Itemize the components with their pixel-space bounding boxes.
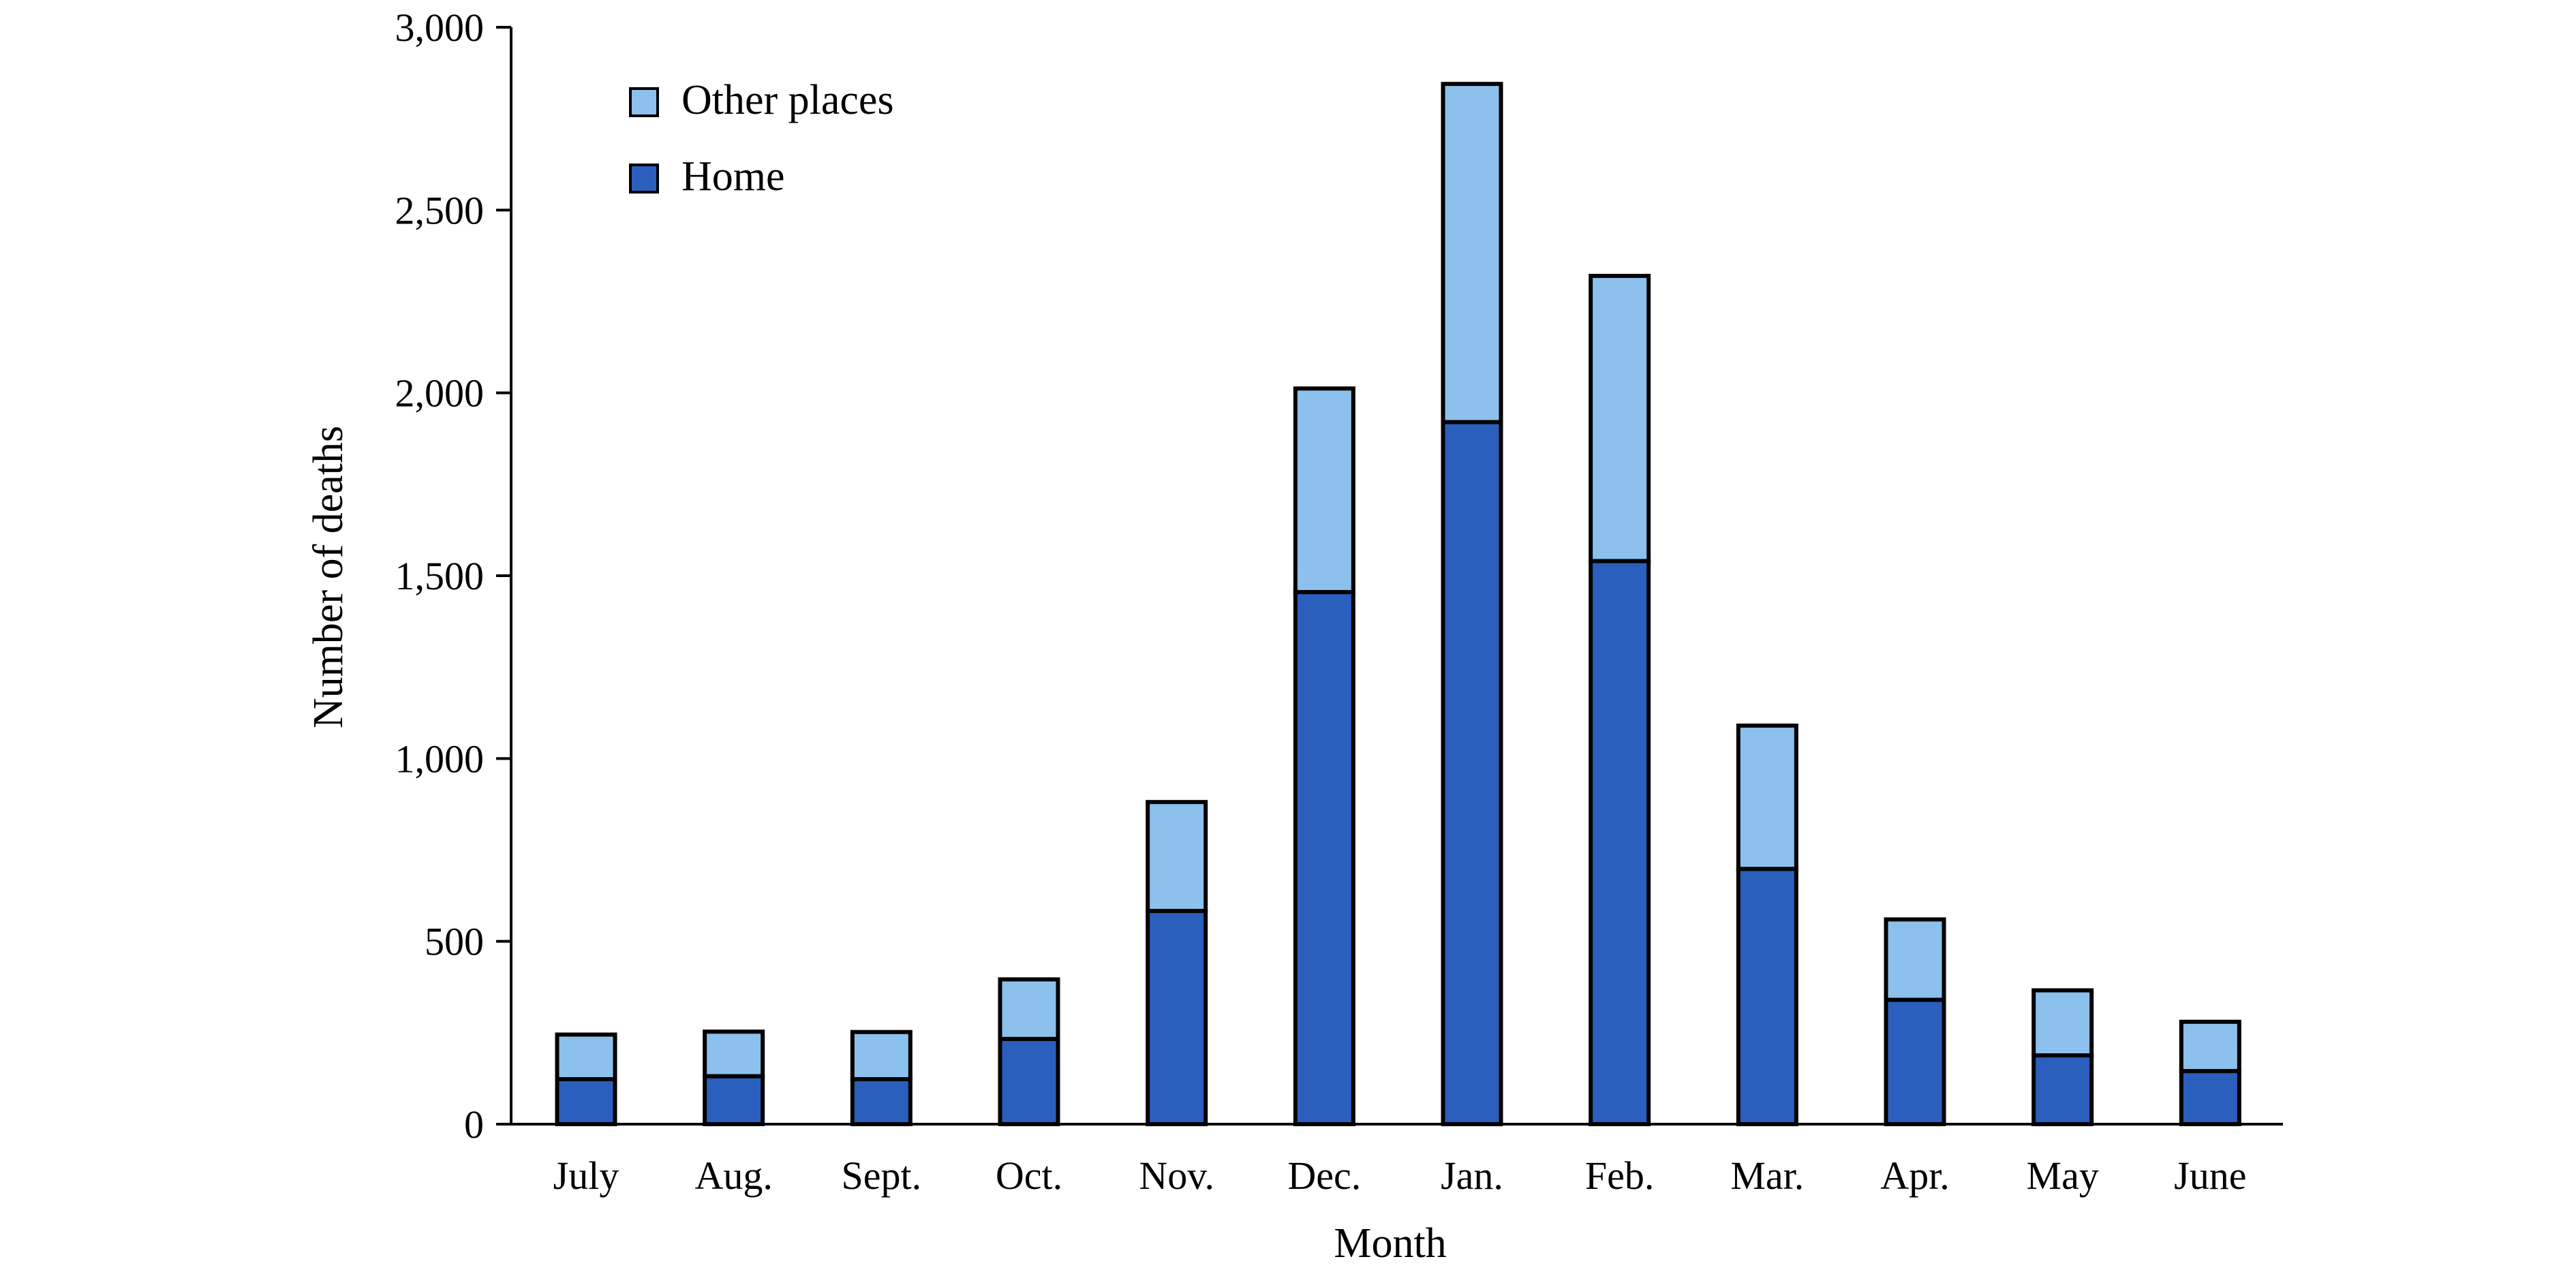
x-axis-title: Month <box>1334 1220 1446 1267</box>
bar-home <box>1293 590 1355 1126</box>
bar-other-places <box>2179 1019 2241 1074</box>
y-tick-label: 1,500 <box>395 554 485 598</box>
bar-other-places <box>2031 988 2094 1058</box>
x-tick-label: Dec. <box>1287 1153 1361 1198</box>
x-tick-label: Sept. <box>842 1153 922 1198</box>
legend-swatch <box>629 87 659 117</box>
bar-other-places <box>1146 800 1208 914</box>
y-axis-title: Number of deaths <box>305 426 352 728</box>
x-tick-label: Aug. <box>694 1153 772 1198</box>
y-tick-label: 0 <box>464 1102 484 1147</box>
y-tick-label: 1,000 <box>395 736 485 781</box>
x-tick-label: Jan. <box>1441 1153 1503 1198</box>
bar-other-places <box>1736 724 1798 871</box>
bar-other-places <box>703 1029 765 1079</box>
bar-home <box>2031 1053 2094 1127</box>
bar-home <box>2179 1069 2241 1127</box>
y-tick-label: 2,500 <box>395 188 485 232</box>
x-tick-label: Feb. <box>1585 1153 1655 1198</box>
x-tick-label: July <box>553 1153 619 1198</box>
bar-other-places <box>1293 386 1355 595</box>
bar-home <box>1146 909 1208 1126</box>
y-ticks: 0 500 1,000 1,500 2,000 2,500 3,000 <box>395 5 511 1147</box>
x-tick-label: Oct. <box>996 1153 1062 1198</box>
bar-home <box>703 1074 765 1126</box>
y-tick-label: 2,000 <box>395 371 485 416</box>
bar-other-places <box>555 1032 617 1081</box>
x-tick-label: May <box>2027 1153 2099 1198</box>
legend-label: Other places <box>681 77 894 123</box>
x-tick-label: Apr. <box>1880 1153 1950 1198</box>
x-tick-label: Nov. <box>1139 1153 1214 1198</box>
y-tick-label: 500 <box>425 920 484 964</box>
x-tick-label: June <box>2174 1153 2246 1198</box>
bar-other-places <box>1884 917 1946 1002</box>
y-tick-label: 3,000 <box>395 5 485 50</box>
x-ticks: July Aug. Sept. Oct. Nov. Dec. Jan. Feb. Mar. Apr… <box>553 1153 2247 1198</box>
bar-home <box>1736 867 1798 1126</box>
legend: Other places Home <box>629 77 894 200</box>
bars-layer <box>555 82 2241 1127</box>
bar-home <box>998 1036 1060 1126</box>
bar-other-places <box>1589 273 1651 563</box>
x-tick-label: Mar. <box>1730 1153 1804 1198</box>
legend-swatch <box>629 164 659 193</box>
bar-home <box>1884 997 1946 1126</box>
bar-other-places <box>998 977 1060 1041</box>
bar-home <box>1441 420 1503 1126</box>
bar-other-places <box>1441 82 1503 424</box>
legend-label: Home <box>681 153 785 200</box>
bar-other-places <box>850 1029 913 1081</box>
bar-home <box>555 1076 617 1126</box>
bar-home <box>850 1076 913 1126</box>
bar-home <box>1589 559 1651 1126</box>
